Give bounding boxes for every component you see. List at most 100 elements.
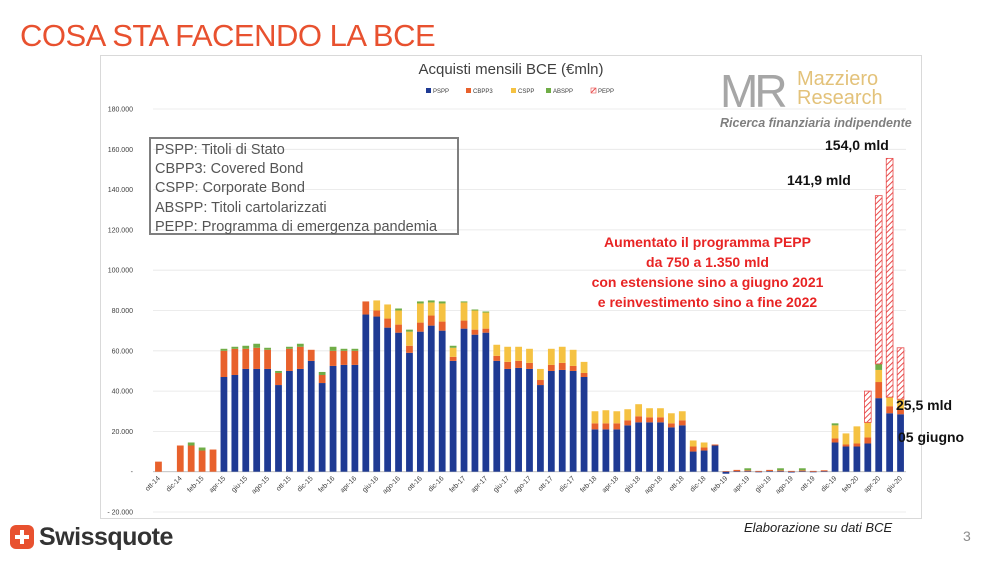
bar-pspp-dic-15 xyxy=(307,360,315,472)
x-tick-label: feb-17 xyxy=(448,475,467,494)
x-tick-label: dic-15 xyxy=(296,475,315,494)
logo-tagline: Ricerca finanziaria indipendente xyxy=(720,116,912,130)
bar-pspp-lug-19 xyxy=(777,471,784,472)
bar-abspp-feb-15 xyxy=(198,447,206,451)
legend-label-abspp: ABSPP xyxy=(553,89,573,95)
bar-abspp-gen-16 xyxy=(318,371,326,375)
pepp-note-line4: e reinvestimento sino a fine 2022 xyxy=(597,294,818,310)
bar-cspp-ott-17 xyxy=(547,348,555,365)
bar-cspp-mar-17 xyxy=(471,310,479,330)
y-tick-label: 120.000 xyxy=(108,227,133,234)
x-tick-label: ago-16 xyxy=(382,475,402,495)
bar-cspp-ott-18 xyxy=(678,411,686,421)
bar-cbpp3-mar-15 xyxy=(209,449,217,472)
x-tick-label: dic-16 xyxy=(427,475,446,494)
bar-cbpp3-dic-18 xyxy=(700,447,708,451)
bar-cspp-nov-17 xyxy=(558,346,566,363)
bar-cspp-nov-18 xyxy=(689,440,697,447)
y-tick-label: 180.000 xyxy=(108,107,133,114)
bar-abspp-apr-19 xyxy=(744,468,752,471)
bar-cbpp3-apr-19 xyxy=(744,470,752,472)
bar-pspp-giu-16 xyxy=(373,316,381,472)
bar-pspp-set-16 xyxy=(406,352,413,472)
y-tick-label: 40.000 xyxy=(112,389,134,396)
bar-cbpp3-lug-15 xyxy=(253,347,261,369)
bar-cbpp3-dic-17 xyxy=(569,365,577,371)
x-tick-label: apr-15 xyxy=(208,475,227,494)
x-tick-label: feb-15 xyxy=(187,475,206,494)
acronym-pepp: PEPP: Programma di emergenza pandemia xyxy=(155,218,438,235)
bar-cbpp3-gen-19 xyxy=(711,444,719,446)
bar-cbpp3-gen-17 xyxy=(449,356,457,361)
x-tick-label: apr-16 xyxy=(339,475,358,494)
bar-pspp-mag-15 xyxy=(231,374,239,472)
bar-cbpp3-gen-15 xyxy=(187,445,195,472)
bar-cspp-ago-18 xyxy=(657,408,664,418)
bar-pspp-apr-15 xyxy=(220,376,228,472)
bar-cspp-gen-20 xyxy=(842,433,850,445)
bar-pspp-feb-18 xyxy=(591,429,599,472)
bar-cspp-feb-20 xyxy=(853,426,861,444)
bar-cbpp3-apr-18 xyxy=(613,423,621,430)
bar-cspp-nov-16 xyxy=(427,302,435,316)
y-tick-label: 140.000 xyxy=(108,187,133,194)
bar-cbpp3-ott-18 xyxy=(678,420,686,426)
bar-cbpp3-mar-17 xyxy=(471,329,479,335)
bar-pspp-nov-16 xyxy=(427,325,435,472)
legend-swatch-pepp xyxy=(590,87,597,94)
bar-pspp-dic-19 xyxy=(831,442,839,472)
bar-cbpp3-mag-18 xyxy=(624,420,632,426)
bar-cspp-giu-18 xyxy=(635,404,643,417)
bar-pspp-feb-17 xyxy=(460,328,468,472)
legend-label-pspp: PSPP xyxy=(433,89,449,95)
bar-cbpp3-mag-15 xyxy=(231,348,239,375)
bar-pspp-nov-15 xyxy=(296,368,304,472)
bar-pspp-gen-19 xyxy=(711,445,719,472)
bar-cspp-mag-17 xyxy=(493,344,501,356)
logo-name-line1: Mazziero xyxy=(797,68,879,90)
chart-panel: Acquisti mensili BCE (€mln) PSPP CBPP3 CSPP… xyxy=(100,55,922,519)
bar-pspp-ott-18 xyxy=(678,425,686,472)
x-tick-label: ott-17 xyxy=(537,475,555,493)
bar-cspp-ott-16 xyxy=(416,303,424,323)
bar-cbpp3-set-15 xyxy=(275,372,282,386)
bar-cspp-mag-20 xyxy=(886,397,894,407)
bar-pspp-feb-16 xyxy=(329,365,337,472)
bar-pepp-mar-20 xyxy=(864,390,872,423)
mazziero-research-logo: MR Mazziero Research Ricerca finanziaria… xyxy=(720,68,912,130)
bar-cbpp3-gen-16 xyxy=(318,374,326,384)
bar-cbpp3-ott-19 xyxy=(809,470,817,472)
bar-cbpp3-mar-18 xyxy=(602,423,610,430)
bar-pspp-apr-17 xyxy=(482,332,490,472)
x-tick-label: ott-15 xyxy=(275,475,293,493)
bar-cbpp3-mar-19 xyxy=(733,469,741,472)
bar-pspp-set-17 xyxy=(537,385,544,472)
bar-pspp-lug-16 xyxy=(384,327,392,472)
bar-cbpp3-feb-17 xyxy=(460,320,468,329)
bar-pspp-giu-19 xyxy=(766,471,773,472)
bar-cbpp3-mar-16 xyxy=(340,350,348,365)
bar-pspp-ago-19 xyxy=(788,471,795,473)
x-tick-label: ott-16 xyxy=(406,475,424,493)
bar-cspp-set-18 xyxy=(667,413,675,424)
bar-cbpp3-ago-18 xyxy=(657,417,664,423)
bar-abspp-set-15 xyxy=(275,370,282,373)
bar-cbpp3-apr-15 xyxy=(220,350,228,377)
bar-cspp-feb-17 xyxy=(460,302,468,321)
bar-cbpp3-feb-18 xyxy=(591,423,599,430)
bar-pspp-dic-16 xyxy=(438,330,446,472)
x-tick-label: ago-15 xyxy=(251,475,271,495)
bar-cbpp3-nov-19 xyxy=(820,470,828,472)
bar-pspp-mag-17 xyxy=(493,360,501,472)
bar-cspp-dic-16 xyxy=(438,303,446,322)
bar-pspp-ago-17 xyxy=(526,368,533,472)
bar-cspp-lug-18 xyxy=(646,408,653,418)
bar-cbpp3-ago-19 xyxy=(788,470,795,472)
bar-cbpp3-nov-16 xyxy=(427,315,435,326)
bar-cbpp3-nov-17 xyxy=(558,362,566,370)
legend-swatch-abspp xyxy=(546,88,551,93)
bar-abspp-apr-17 xyxy=(482,311,490,313)
x-tick-label: feb-20 xyxy=(841,475,860,494)
acronym-abspp: ABSPP: Titoli cartolarizzati xyxy=(155,199,327,216)
acronym-legend-box: PSPP: Titoli di Stato CBPP3: Covered Bon… xyxy=(149,137,459,235)
